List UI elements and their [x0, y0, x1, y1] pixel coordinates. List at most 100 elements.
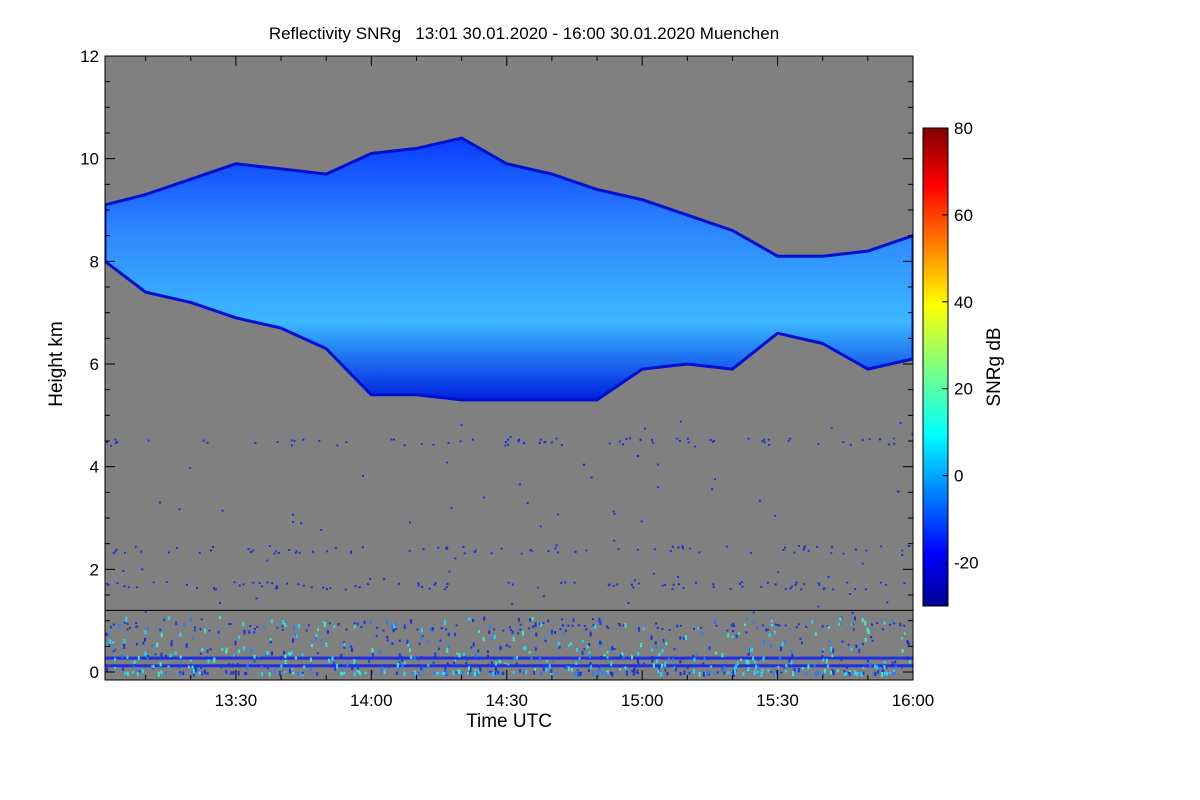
clutter-pixel [722, 667, 725, 672]
clutter-pixel [468, 671, 471, 676]
clutter-pixel [189, 659, 192, 662]
clutter-pixel [403, 671, 406, 676]
clutter-pixel [109, 625, 112, 629]
noise-pixel [911, 433, 913, 436]
clutter-pixel [753, 670, 756, 675]
noise-pixel [557, 551, 559, 554]
clutter-pixel [736, 661, 739, 666]
clutter-pixel [827, 625, 830, 629]
clutter-pixel [472, 642, 475, 647]
clutter-pixel [118, 623, 121, 629]
noise-pixel [271, 582, 274, 585]
clutter-pixel [686, 667, 689, 670]
noise-pixel [463, 552, 466, 555]
noise-pixel [774, 583, 777, 586]
noise-pixel [437, 546, 440, 549]
clutter-pixel [398, 653, 401, 657]
clutter-pixel [468, 617, 471, 621]
clutter-pixel [828, 639, 831, 644]
clutter-pixel [206, 672, 209, 676]
clutter-band [105, 664, 913, 668]
noise-pixel [454, 557, 457, 560]
noise-pixel [776, 624, 779, 626]
noise-pixel [661, 584, 664, 587]
noise-pixel [896, 490, 899, 493]
clutter-pixel [885, 665, 888, 669]
clutter-pixel [747, 652, 750, 656]
noise-pixel [300, 522, 303, 525]
clutter-pixel [862, 671, 865, 675]
noise-pixel [127, 586, 130, 589]
noise-pixel [774, 623, 777, 626]
noise-pixel [876, 622, 879, 624]
noise-pixel [767, 438, 770, 441]
clutter-pixel [406, 639, 409, 645]
clutter-pixel [637, 663, 640, 668]
clutter-pixel [761, 668, 764, 673]
clutter-pixel [487, 663, 490, 667]
clutter-pixel [378, 649, 381, 654]
clutter-pixel [548, 664, 551, 669]
clutter-pixel [333, 666, 336, 671]
noise-pixel [266, 559, 269, 562]
clutter-pixel [470, 646, 473, 649]
clutter-pixel [545, 667, 548, 672]
clutter-pixel [843, 670, 846, 673]
clutter-pixel [784, 669, 787, 673]
clutter-pixel [693, 657, 696, 662]
clutter-pixel [263, 625, 266, 629]
clutter-pixel [433, 672, 436, 675]
clutter-pixel [422, 634, 425, 637]
clutter-pixel [713, 671, 716, 675]
clutter-pixel [292, 638, 294, 643]
noise-pixel [518, 438, 521, 441]
clutter-pixel [343, 646, 346, 649]
clutter-pixel [854, 616, 856, 621]
noise-pixel [107, 584, 110, 587]
noise-pixel [832, 588, 835, 591]
clutter-pixel [242, 646, 245, 651]
clutter-pixel [832, 670, 835, 675]
clutter-pixel [398, 661, 401, 666]
clutter-pixel [392, 628, 395, 633]
noise-pixel [784, 588, 787, 591]
clutter-pixel [762, 656, 765, 662]
noise-pixel [893, 442, 896, 445]
noise-pixel [790, 585, 793, 588]
clutter-pixel [333, 625, 336, 629]
noise-pixel [608, 442, 611, 445]
clutter-pixel [477, 669, 480, 674]
clutter-pixel [519, 669, 522, 673]
noise-pixel [612, 584, 615, 587]
noise-pixel [677, 546, 680, 549]
clutter-pixel [581, 639, 584, 643]
clutter-pixel [114, 657, 116, 662]
clutter-pixel [606, 670, 609, 674]
noise-pixel [681, 545, 684, 548]
clutter-pixel [830, 646, 833, 652]
y-tick-label: 10 [80, 150, 99, 169]
noise-pixel [238, 584, 241, 587]
noise-pixel [739, 582, 741, 585]
clutter-pixel [540, 671, 542, 676]
clutter-pixel [757, 658, 760, 661]
noise-pixel [861, 562, 864, 565]
noise-pixel [417, 582, 420, 585]
cloud-echo [105, 136, 913, 402]
clutter-pixel [437, 671, 440, 675]
clutter-pixel [611, 646, 614, 651]
noise-pixel [740, 581, 743, 584]
noise-pixel [760, 585, 763, 588]
clutter-pixel [619, 654, 622, 659]
clutter-pixel [397, 662, 400, 666]
clutter-pixel [727, 633, 730, 638]
clutter-pixel [888, 671, 891, 674]
noise-pixel [134, 545, 137, 548]
noise-pixel [316, 652, 319, 655]
noise-pixel [527, 627, 530, 630]
clutter-pixel [408, 648, 411, 653]
noise-pixel [382, 629, 385, 632]
clutter-pixel [901, 637, 903, 640]
noise-pixel [638, 582, 640, 585]
clutter-pixel [439, 639, 442, 643]
